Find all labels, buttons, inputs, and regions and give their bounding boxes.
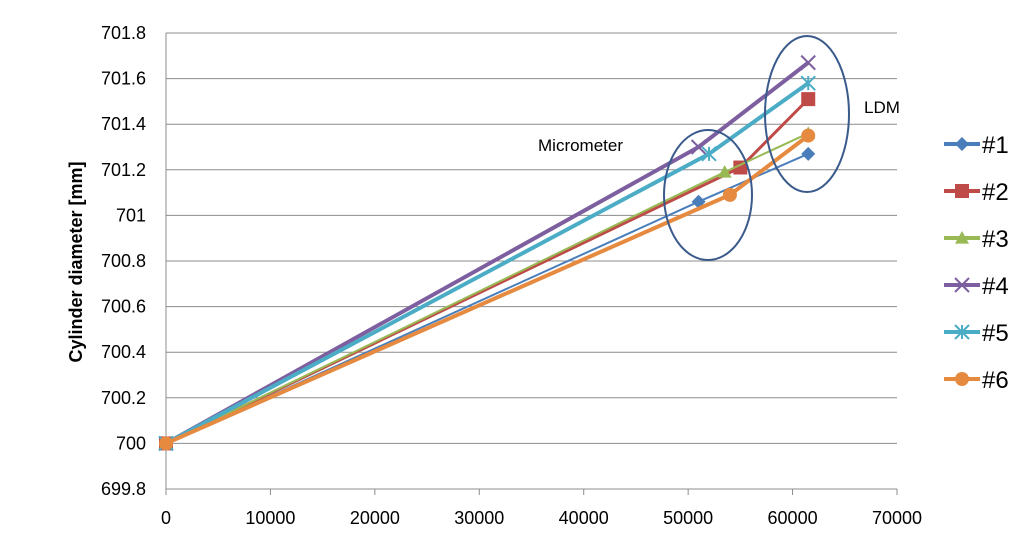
legend-item: #3 xyxy=(944,226,1009,253)
legend-label: #6 xyxy=(982,367,1009,394)
legend-marker xyxy=(954,277,970,293)
x-tick-label: 20000 xyxy=(350,508,400,528)
y-tick-label: 700.2 xyxy=(101,388,146,408)
legend-item: #1 xyxy=(944,132,1009,159)
legend-label: #5 xyxy=(982,320,1009,347)
legend-label: #1 xyxy=(982,132,1009,159)
x-tick-label: 40000 xyxy=(559,508,609,528)
gridlines xyxy=(166,32,897,490)
data-point xyxy=(722,187,737,202)
legend-label: #2 xyxy=(982,179,1009,206)
legend-item: #6 xyxy=(944,367,1009,394)
legend-label: #3 xyxy=(982,226,1009,253)
data-point xyxy=(717,165,732,178)
legend-marker xyxy=(955,184,969,198)
x-tick-label: 10000 xyxy=(245,508,295,528)
y-axis-label: Cylinder diameter [mm] xyxy=(66,161,86,362)
series-4 xyxy=(158,54,816,452)
legend-marker xyxy=(955,231,969,244)
legend-marker xyxy=(955,137,969,151)
y-tick-label: 701.8 xyxy=(101,23,146,43)
data-point xyxy=(801,92,816,107)
annotation-micrometer: Micrometer xyxy=(538,136,623,155)
axes xyxy=(165,33,898,495)
data-point xyxy=(690,139,707,155)
legend-item: #2 xyxy=(944,179,1009,206)
data-point xyxy=(800,75,816,91)
legend-marker xyxy=(954,324,970,340)
series-group xyxy=(158,54,816,452)
x-tick-labels: 0 10000 20000 30000 40000 50000 60000 70000 xyxy=(161,508,922,528)
ldm-ellipse xyxy=(764,35,850,193)
annotation-ldm: LDM xyxy=(864,98,900,117)
y-tick-label: 701.4 xyxy=(101,114,146,134)
y-tick-label: 700.6 xyxy=(101,297,146,317)
data-point xyxy=(159,436,173,451)
y-tick-label: 701.6 xyxy=(101,69,146,89)
series-line xyxy=(165,61,810,446)
legend-item: #5 xyxy=(944,320,1009,347)
y-tick-labels: 699.8 700 700.2 700.4 700.6 700.8 701 701.2 701.… xyxy=(101,23,146,499)
data-point xyxy=(801,128,816,143)
y-tick-label: 700 xyxy=(116,433,146,453)
y-tick-label: 700.8 xyxy=(101,251,146,271)
series-6 xyxy=(159,128,816,451)
legend: #1 #2 #3 #4 #5 #6 xyxy=(944,132,1009,394)
data-point xyxy=(800,54,816,71)
annotation-ellipses xyxy=(663,35,850,261)
y-tick-label: 700.4 xyxy=(101,342,146,362)
legend-label: #4 xyxy=(982,273,1009,300)
data-point xyxy=(801,146,816,161)
legend-marker xyxy=(955,372,969,386)
y-tick-label: 701.2 xyxy=(101,160,146,180)
y-tick-label: 699.8 xyxy=(101,479,146,499)
x-tick-label: 70000 xyxy=(872,508,922,528)
x-tick-label: 50000 xyxy=(663,508,713,528)
x-tick-label: 30000 xyxy=(454,508,504,528)
data-point xyxy=(701,146,717,162)
x-tick-label: 60000 xyxy=(768,508,818,528)
y-tick-label: 701 xyxy=(116,205,146,225)
legend-item: #4 xyxy=(944,273,1009,300)
micrometer-ellipse xyxy=(663,129,753,261)
x-tick-label: 0 xyxy=(161,508,171,528)
